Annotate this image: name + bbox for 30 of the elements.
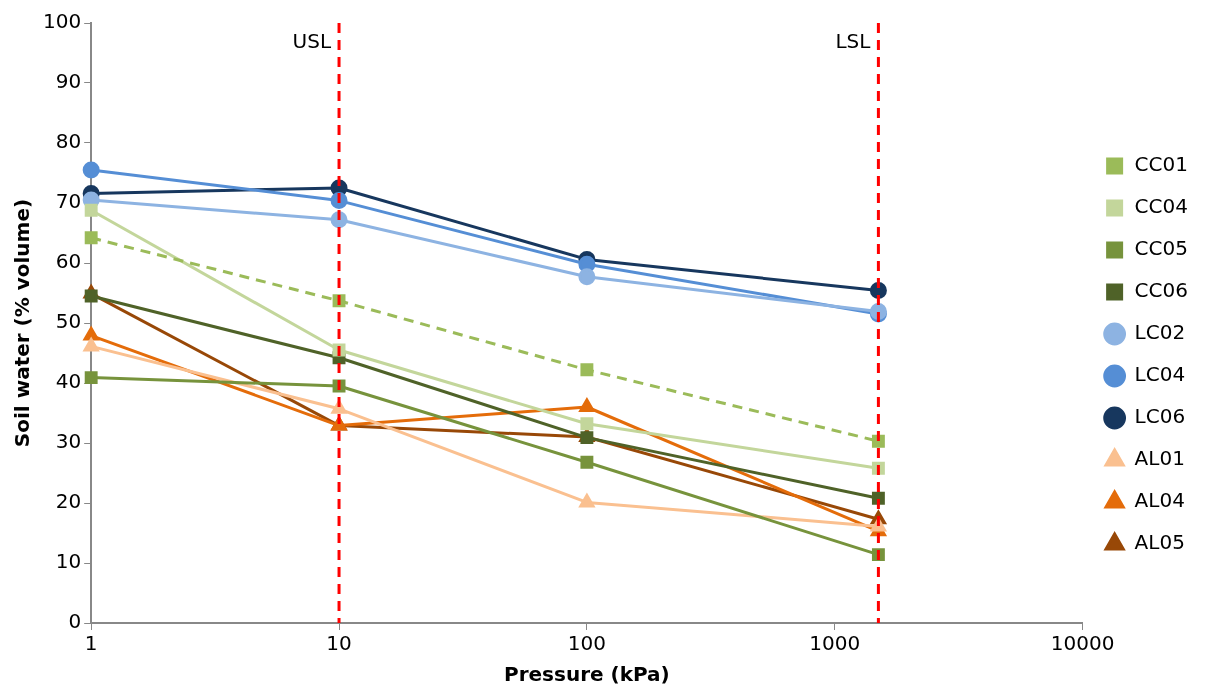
legend-label: CC06	[1134, 278, 1189, 303]
x-tick-label: 1000	[809, 631, 861, 656]
legend-label: CC01	[1134, 152, 1189, 177]
y-tick-label: 20	[55, 489, 82, 514]
legend-label: LC06	[1134, 404, 1186, 429]
y-tick-label: 60	[55, 249, 82, 274]
legend-label: AL04	[1134, 488, 1185, 513]
y-axis-title: Soil water (% volume)	[10, 198, 35, 448]
legend-label: AL01	[1134, 446, 1185, 471]
x-tick-label: 100	[567, 631, 606, 656]
legend-label: LC02	[1134, 320, 1186, 345]
legend-label: AL05	[1134, 530, 1185, 555]
legend-label: CC04	[1134, 194, 1189, 219]
y-tick-label: 50	[55, 309, 82, 334]
y-tick-label: 80	[55, 129, 82, 154]
y-tick-label: 10	[55, 549, 82, 574]
y-tick-label: 0	[68, 609, 82, 634]
y-tick-label: 70	[55, 189, 82, 214]
y-tick-label: 90	[55, 69, 82, 94]
ref-line-label: USL	[292, 29, 332, 54]
legend-label: CC05	[1134, 236, 1189, 261]
y-tick-label: 40	[55, 369, 82, 394]
x-tick-label: 1	[84, 631, 98, 656]
legend-label: LC04	[1134, 362, 1186, 387]
y-tick-label: 30	[55, 429, 82, 454]
x-tick-label: 10	[326, 631, 352, 656]
ref-line-label: LSL	[835, 29, 872, 54]
x-axis-title: Pressure (kPa)	[504, 662, 670, 687]
y-tick-label: 100	[42, 9, 82, 34]
x-tick-label: 10000	[1050, 631, 1115, 656]
